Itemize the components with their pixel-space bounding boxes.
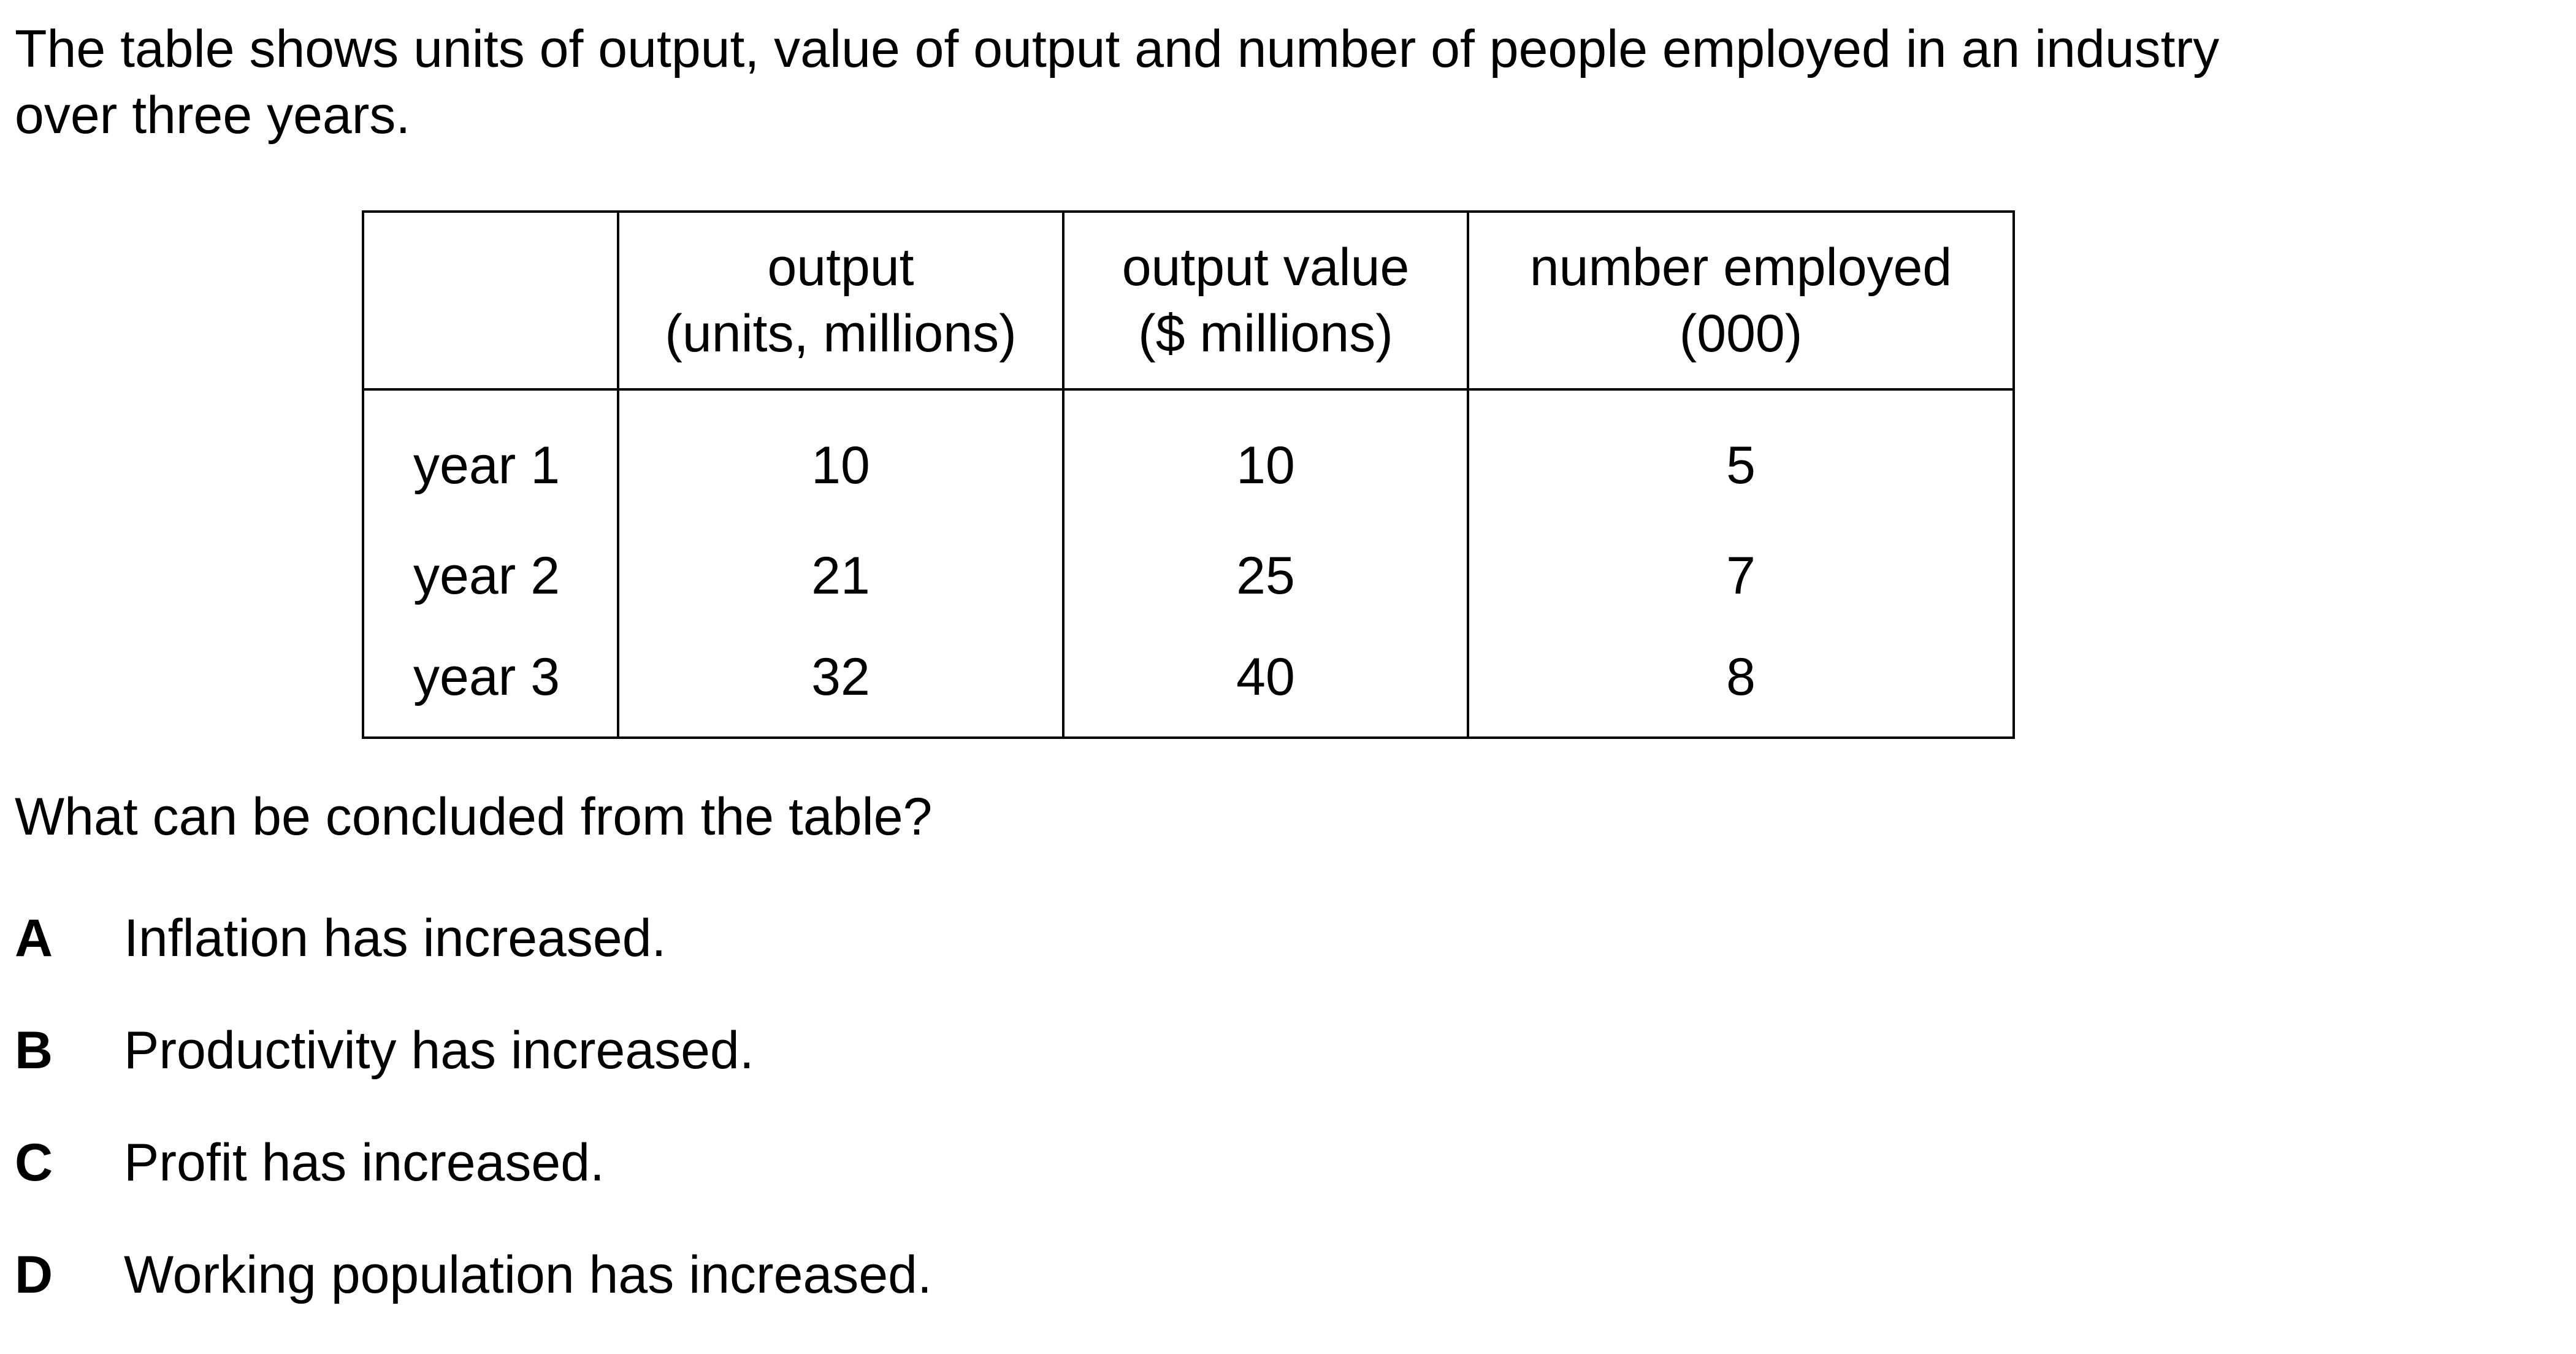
option-letter: B bbox=[15, 1021, 53, 1080]
header-line-1: output bbox=[767, 238, 914, 297]
option-letter: C bbox=[15, 1133, 53, 1192]
cell-number-employed: 8 bbox=[1467, 630, 2015, 739]
question-text: What can be concluded from the table? bbox=[15, 787, 933, 846]
header-cell-empty bbox=[362, 210, 619, 391]
table-row: year 1 10 10 5 bbox=[362, 389, 2015, 522]
table-body: year 1 10 10 5 year 2 21 25 7 year 3 32 … bbox=[362, 389, 2015, 739]
header-cell-output-value: output value ($ millions) bbox=[1062, 210, 1469, 391]
header-line-1: number employed bbox=[1529, 238, 1952, 297]
intro-text: The table shows units of output, value o… bbox=[15, 16, 2467, 148]
option-text: Working population has increased. bbox=[124, 1245, 932, 1304]
header-cell-output: output (units, millions) bbox=[617, 210, 1064, 391]
cell-output: 32 bbox=[617, 630, 1064, 739]
table-header: output (units, millions) output value ($… bbox=[362, 210, 2015, 391]
option-letter: A bbox=[15, 909, 53, 968]
table-row: year 2 21 25 7 bbox=[362, 522, 2015, 630]
cell-number-employed: 7 bbox=[1467, 522, 2015, 630]
header-line-2: ($ millions) bbox=[1138, 304, 1393, 363]
intro-line-1: The table shows units of output, value o… bbox=[15, 20, 2220, 78]
header-line-2: (000) bbox=[1679, 304, 1803, 363]
answer-options: A Inflation has increased. B Productivit… bbox=[15, 905, 932, 1354]
table-row: year 3 32 40 8 bbox=[362, 630, 2015, 739]
header-line-1: output value bbox=[1122, 238, 1410, 297]
row-label: year 2 bbox=[362, 522, 619, 630]
header-cell-number-employed: number employed (000) bbox=[1467, 210, 2015, 391]
cell-output: 21 bbox=[617, 522, 1064, 630]
row-label: year 3 bbox=[362, 630, 619, 739]
intro-line-2: over three years. bbox=[15, 86, 411, 145]
option-c[interactable]: C Profit has increased. bbox=[15, 1130, 932, 1242]
cell-output-value: 40 bbox=[1062, 630, 1469, 739]
data-table: output (units, millions) output value ($… bbox=[362, 210, 2015, 739]
cell-output-value: 25 bbox=[1062, 522, 1469, 630]
option-text: Productivity has increased. bbox=[124, 1021, 754, 1080]
option-a[interactable]: A Inflation has increased. bbox=[15, 905, 932, 1017]
option-text: Profit has increased. bbox=[124, 1133, 605, 1192]
cell-output-value: 10 bbox=[1062, 389, 1469, 522]
option-b[interactable]: B Productivity has increased. bbox=[15, 1017, 932, 1130]
option-d[interactable]: D Working population has increased. bbox=[15, 1242, 932, 1354]
table-header-row: output (units, millions) output value ($… bbox=[362, 210, 2015, 391]
row-label: year 1 bbox=[362, 389, 619, 522]
cell-number-employed: 5 bbox=[1467, 389, 2015, 522]
option-text: Inflation has increased. bbox=[124, 909, 667, 968]
option-letter: D bbox=[15, 1245, 53, 1304]
header-line-2: (units, millions) bbox=[665, 304, 1017, 363]
cell-output: 10 bbox=[617, 389, 1064, 522]
